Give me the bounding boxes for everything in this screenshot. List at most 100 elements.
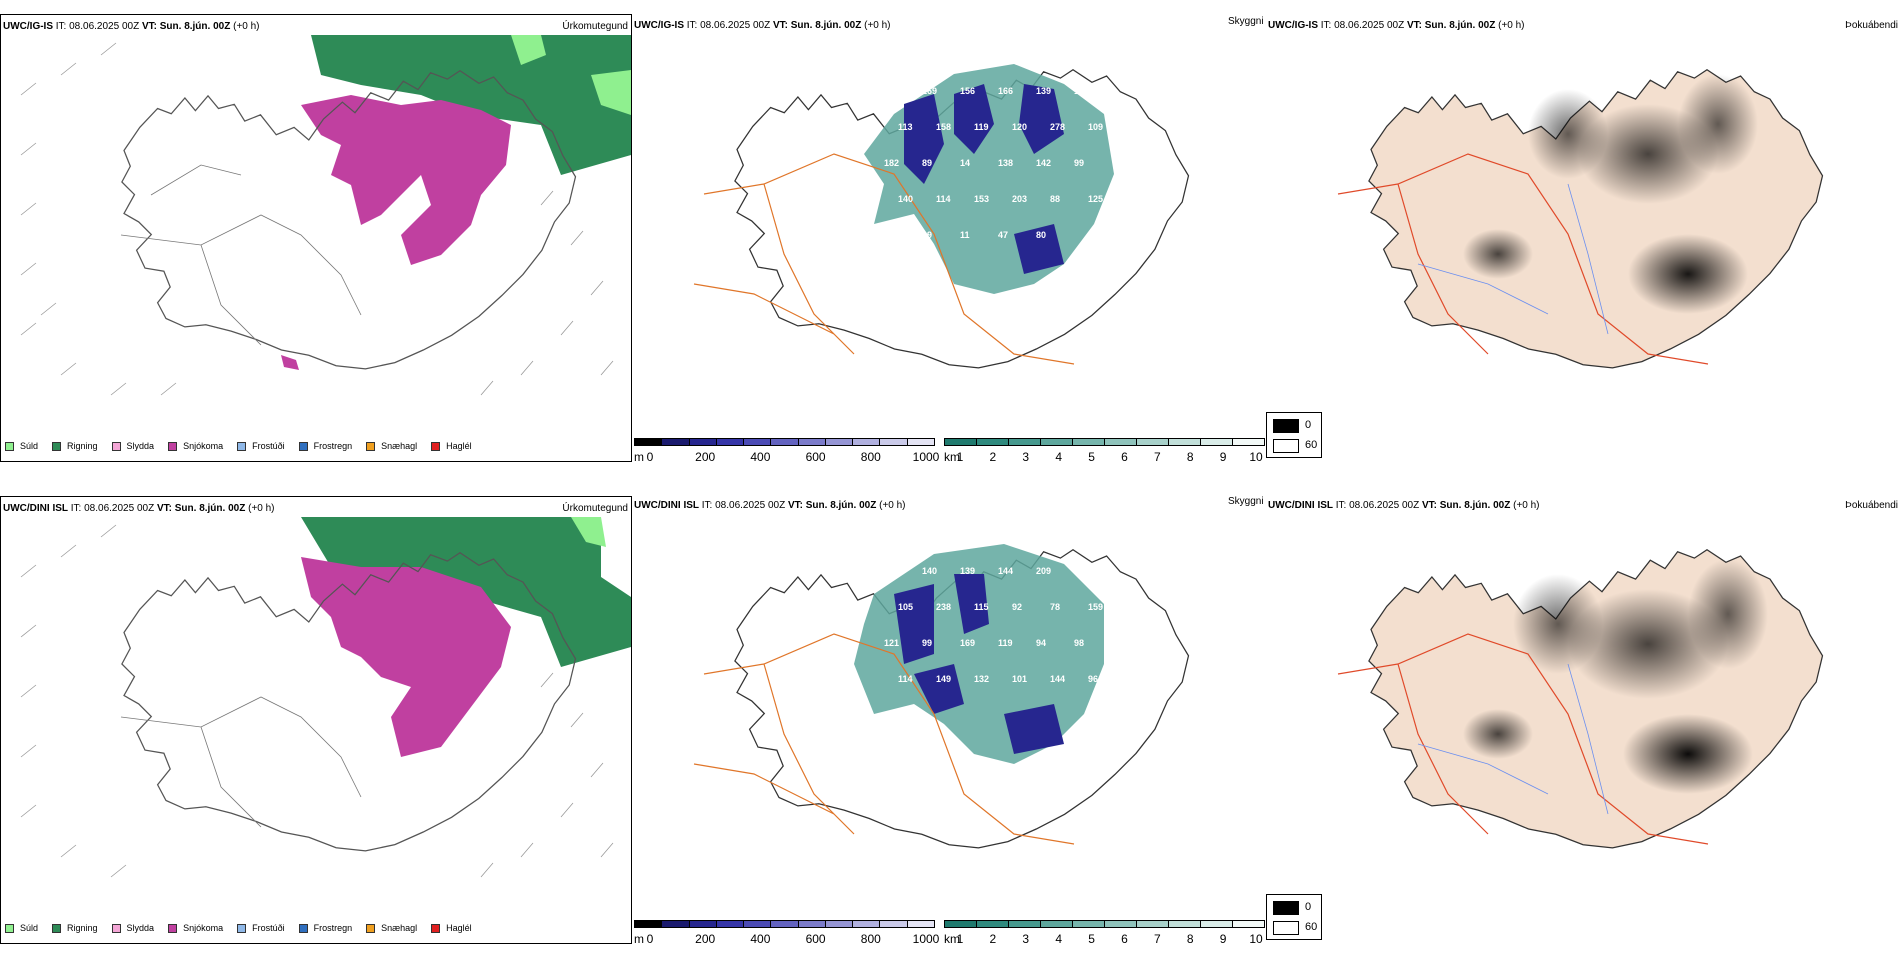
- legend-swatch: [237, 923, 247, 933]
- colorbar-tick: 8: [1186, 932, 1194, 946]
- colorbar-segment: [1008, 920, 1041, 928]
- legend-label: Frostúði: [252, 441, 285, 451]
- panel-header-center: UWC/DINI ISL IT: 08.06.2025 00Z VT: Sun.…: [634, 500, 906, 511]
- precip-legend-item: Frostúði: [237, 923, 285, 933]
- colorbar-tick: 7: [1153, 932, 1161, 946]
- legend-swatch: [298, 441, 308, 451]
- colorbar-tick: 0: [646, 932, 654, 946]
- colorbar-unit: m: [634, 450, 644, 464]
- colorbar-unit: km: [944, 932, 960, 946]
- ceiling-label: 120: [1012, 122, 1027, 132]
- model-name: UWC/DINI ISL: [634, 500, 699, 511]
- visibility-map: 142 140 139 144 209 154 105 238 115 92 78 159 121 99 1…: [693, 544, 1190, 849]
- fog-dark-swatch: [1273, 901, 1299, 915]
- legend-label: Snjókoma: [183, 441, 224, 451]
- colorbar-segment: [1200, 920, 1233, 928]
- ceiling-label: 101: [1012, 674, 1027, 684]
- precip-type-panel: UWC/IG-IS IT: 08.06.2025 00Z VT: Sun. 8.…: [0, 14, 632, 462]
- lead-offset: (+0 h): [864, 20, 891, 31]
- legend-swatch: [431, 923, 441, 933]
- colorbar-segment: [976, 920, 1009, 928]
- legend-label: Frostregn: [313, 923, 353, 933]
- colorbar-tick: 600: [805, 932, 826, 946]
- colorbar-tick: 800: [860, 932, 881, 946]
- lead-offset: (+0 h): [248, 503, 275, 514]
- snow-area: [301, 557, 511, 757]
- init-time: IT: 08.06.2025 00Z: [70, 503, 155, 514]
- ceiling-label: 238: [936, 602, 951, 612]
- colorbar-segment: [715, 438, 745, 446]
- model-name: UWC/DINI ISL: [3, 503, 68, 514]
- lead-offset: (+0 h): [1513, 500, 1540, 511]
- ceiling-label: 29: [922, 230, 932, 240]
- colorbar-tick: 0: [646, 450, 654, 464]
- ceiling-label: 166: [998, 86, 1013, 96]
- ceiling-label: 98: [1074, 638, 1084, 648]
- model-name: UWC/IG-IS: [634, 20, 684, 31]
- panel-header: UWC/DINI ISL IT: 08.06.2025 00Z VT: Sun.…: [3, 503, 275, 514]
- colorbar-tick: 200: [695, 932, 716, 946]
- legend-label: Haglél: [446, 441, 472, 451]
- ceiling-label: 171: [1074, 86, 1089, 96]
- colorbar-segment: [1072, 438, 1105, 446]
- panel-title-fog: Þokuábendi: [1845, 500, 1898, 511]
- drizzle-area: [511, 35, 631, 115]
- ceiling-label: 169: [922, 86, 937, 96]
- colorbar-tick: 3: [1022, 932, 1030, 946]
- colorbar-segment: [1232, 920, 1265, 928]
- init-time: IT: 08.06.2025 00Z: [55, 21, 140, 32]
- ceiling-label: 105: [898, 602, 913, 612]
- fog-map: [1337, 549, 1824, 849]
- road-network: [1337, 153, 1709, 365]
- ceiling-label: 94: [1036, 638, 1046, 648]
- precip-legend: Súld Rigning Slydda Snjókoma Frostúði Frostre…: [5, 923, 486, 933]
- colorbar-tick: 400: [750, 932, 771, 946]
- colorbar-segment: [770, 438, 799, 446]
- colorbar-segment: [906, 438, 935, 446]
- colorbar-unit: m: [634, 932, 644, 946]
- model-name: UWC/IG-IS: [3, 21, 53, 32]
- ceiling-label: 96: [1088, 674, 1098, 684]
- panel-header: UWC/IG-IS IT: 08.06.2025 00Z VT: Sun. 8.…: [3, 21, 260, 32]
- visibility-map: 149 169 156 166 139 171 113 158 119 120 278 109 182 8…: [693, 64, 1190, 369]
- colorbar-tick: 9: [1219, 932, 1227, 946]
- ceiling-label: 125: [1088, 194, 1103, 204]
- colorbar-tick: 10: [1249, 450, 1263, 464]
- legend-label: Slydda: [126, 441, 155, 451]
- init-time: IT: 08.06.2025 00Z: [686, 20, 771, 31]
- ceiling-label: 144: [998, 566, 1013, 576]
- fog-dark-swatch: [1273, 419, 1299, 433]
- colorbar-segment: [688, 920, 717, 928]
- ceiling-label: 158: [936, 122, 951, 132]
- precip-legend-item: Frostregn: [298, 923, 353, 933]
- rain-area: [311, 35, 631, 175]
- ceiling-label: 78: [1050, 602, 1060, 612]
- colorbar-tick: 3: [1022, 450, 1030, 464]
- legend-swatch: [431, 441, 441, 451]
- init-time: IT: 08.06.2025 00Z: [1335, 500, 1420, 511]
- panel-header-right: UWC/DINI ISL IT: 08.06.2025 00Z VT: Sun.…: [1268, 500, 1540, 511]
- precip-legend-item: Rigning: [52, 441, 98, 451]
- colorbar-segment: [770, 920, 799, 928]
- colorbar-tick: 4: [1055, 932, 1062, 946]
- colorbar-tick: 2: [989, 450, 997, 464]
- precip-legend-item: Snæhagl: [366, 441, 417, 451]
- lead-offset: (+0 h): [233, 21, 260, 32]
- legend-swatch: [111, 441, 121, 451]
- colorbar-segment: [661, 920, 690, 928]
- legend-label: Frostúði: [252, 923, 285, 933]
- rivers: [1417, 183, 1609, 335]
- colorbar-segment: [1232, 438, 1265, 446]
- ceiling-label: 88: [1050, 194, 1060, 204]
- colorbar-segment: [1200, 438, 1233, 446]
- legend-label: Snæhagl: [381, 923, 418, 933]
- lead-offset: (+0 h): [1498, 20, 1525, 31]
- colorbar-segment: [1008, 438, 1041, 446]
- colorbar-tick: 1: [956, 932, 964, 946]
- legend-label: Súld: [20, 441, 39, 451]
- colorbar-tick: 600: [805, 450, 826, 464]
- colorbar-segment: [1040, 438, 1073, 446]
- legend-swatch: [298, 923, 308, 933]
- colorbar-segment: [1136, 438, 1169, 446]
- forecast-row-bottom: UWC/DINI ISL IT: 08.06.2025 00Z VT: Sun.…: [0, 494, 1900, 964]
